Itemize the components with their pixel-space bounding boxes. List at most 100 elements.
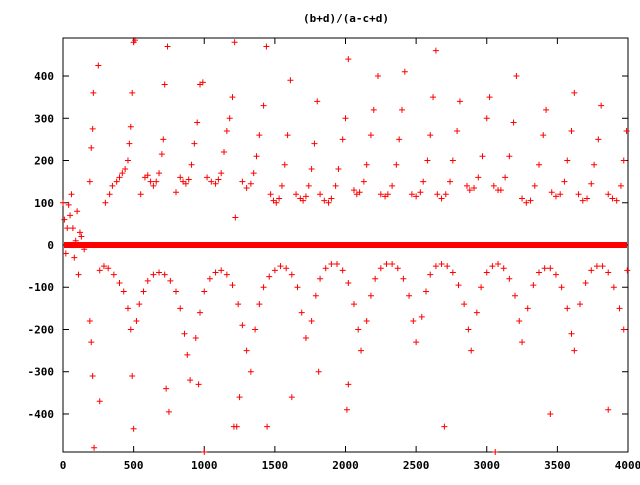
data-point (317, 191, 323, 197)
data-point (547, 411, 553, 417)
data-point (351, 301, 357, 307)
x-tick-label: 3500 (544, 459, 571, 472)
data-point (389, 183, 395, 189)
data-point (434, 191, 440, 197)
y-tick-label: 300 (34, 112, 54, 125)
data-point (454, 128, 460, 134)
data-point (244, 348, 250, 354)
data-point (184, 352, 190, 358)
data-point (196, 381, 202, 387)
data-point (207, 276, 213, 282)
data-point (197, 310, 203, 316)
data-point (252, 326, 258, 332)
data-point (201, 449, 207, 455)
data-point (427, 272, 433, 278)
data-point (611, 284, 617, 290)
data-point (107, 191, 113, 197)
data-point (125, 158, 131, 164)
data-point (598, 103, 604, 109)
data-point (577, 301, 583, 307)
data-point (444, 263, 450, 269)
data-point (61, 217, 67, 223)
data-point (95, 62, 101, 68)
data-point (235, 301, 241, 307)
data-point (263, 43, 269, 49)
data-point (433, 48, 439, 54)
data-point (264, 424, 270, 430)
data-point (309, 318, 315, 324)
y-tick-label: -100 (28, 281, 55, 294)
data-point (333, 183, 339, 189)
data-point (314, 98, 320, 104)
data-point (475, 174, 481, 180)
data-point (232, 39, 238, 45)
data-point (371, 107, 377, 113)
data-point (413, 339, 419, 345)
y-tick-label: 200 (34, 155, 54, 168)
data-point (121, 288, 127, 294)
data-point (97, 267, 103, 273)
data-point (400, 276, 406, 282)
data-point (117, 174, 123, 180)
x-tick-label: 3000 (474, 459, 501, 472)
data-point (512, 293, 518, 299)
data-point (468, 348, 474, 354)
data-point (484, 115, 490, 121)
data-point (540, 132, 546, 138)
x-tick-label: 0 (60, 459, 67, 472)
data-point (299, 310, 305, 316)
data-point (542, 265, 548, 271)
data-point (464, 183, 470, 189)
data-point (111, 272, 117, 278)
data-point (181, 331, 187, 337)
data-point (163, 386, 169, 392)
data-point (186, 177, 192, 183)
data-point (588, 267, 594, 273)
data-point (519, 196, 525, 202)
data-point (88, 145, 94, 151)
data-point (215, 177, 221, 183)
data-point (489, 263, 495, 269)
data-point (279, 183, 285, 189)
data-point (316, 369, 322, 375)
data-point (605, 269, 611, 275)
data-point (450, 158, 456, 164)
data-point (323, 265, 329, 271)
data-point (201, 288, 207, 294)
data-point (166, 409, 172, 415)
data-point (224, 128, 230, 134)
data-point (153, 179, 159, 185)
data-point (251, 170, 257, 176)
data-point (576, 191, 582, 197)
data-point (78, 234, 84, 240)
y-tick-label: 0 (47, 239, 54, 252)
data-point (193, 335, 199, 341)
data-point (87, 318, 93, 324)
data-point (430, 94, 436, 100)
data-point (230, 94, 236, 100)
data-point (114, 179, 120, 185)
data-point (447, 179, 453, 185)
data-point (63, 250, 69, 256)
data-point (439, 196, 445, 202)
data-point (293, 191, 299, 197)
data-point (189, 162, 195, 168)
data-point (256, 301, 262, 307)
x-tick-label: 500 (124, 459, 144, 472)
data-point (456, 282, 462, 288)
data-point (64, 225, 70, 231)
data-point (272, 267, 278, 273)
data-point (191, 141, 197, 147)
data-point (187, 377, 193, 383)
data-point (368, 293, 374, 299)
data-point (283, 265, 289, 271)
chart-title: (b+d)/(a-c+d) (303, 12, 389, 25)
data-point (230, 282, 236, 288)
y-tick-label: -400 (28, 408, 55, 421)
data-point (150, 272, 156, 278)
data-point (303, 335, 309, 341)
data-point (129, 90, 135, 96)
data-point (478, 284, 484, 290)
data-point (311, 141, 317, 147)
data-point (605, 191, 611, 197)
